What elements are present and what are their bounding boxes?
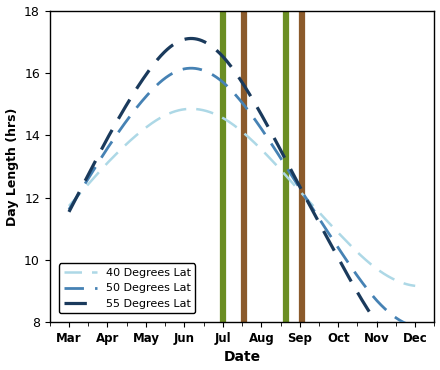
Legend: 40 Degrees Lat, 50 Degrees Lat, 55 Degrees Lat: 40 Degrees Lat, 50 Degrees Lat, 55 Degre… [59,263,195,313]
Y-axis label: Day Length (hrs): Day Length (hrs) [6,107,18,226]
X-axis label: Date: Date [224,350,260,364]
